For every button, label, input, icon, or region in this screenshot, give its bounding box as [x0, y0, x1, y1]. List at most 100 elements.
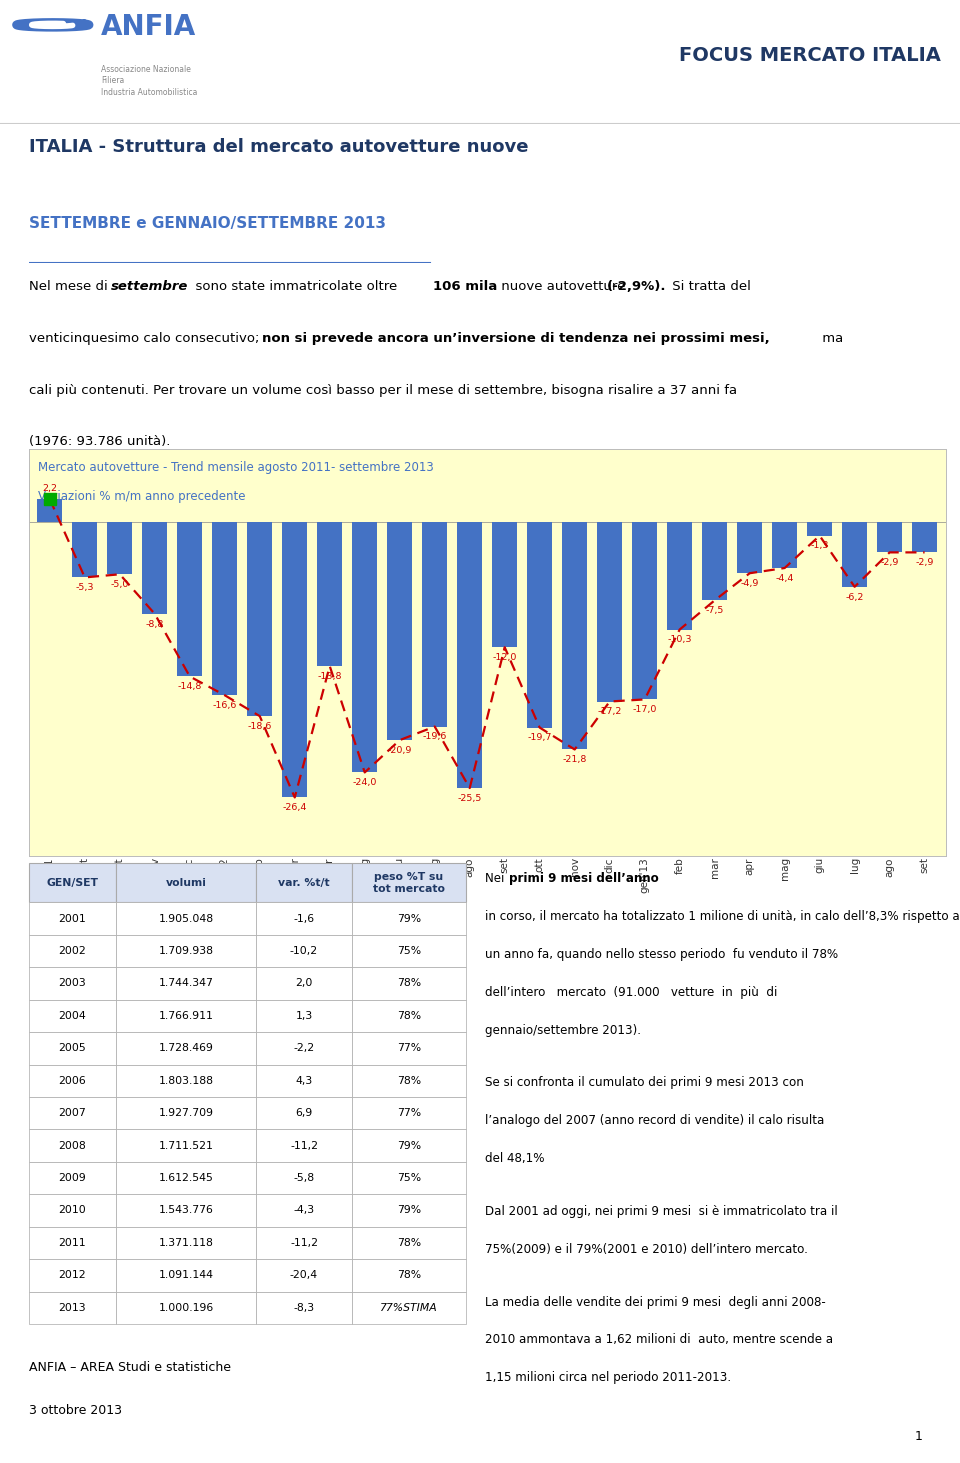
Text: del 48,1%: del 48,1% — [485, 1151, 544, 1165]
Text: Variazioni % m/m anno precedente: Variazioni % m/m anno precedente — [38, 490, 246, 503]
Text: 2,2: 2,2 — [42, 484, 58, 493]
Bar — [842, 522, 867, 587]
Text: 79%: 79% — [396, 1141, 420, 1150]
Bar — [807, 522, 832, 535]
Bar — [116, 1097, 256, 1129]
Text: 1.927.709: 1.927.709 — [158, 1107, 213, 1118]
Bar — [29, 935, 116, 967]
Text: 75%: 75% — [396, 1173, 420, 1184]
Text: ma: ma — [818, 332, 844, 345]
Text: 4,3: 4,3 — [296, 1075, 313, 1086]
Bar — [422, 522, 447, 727]
Text: -7,5: -7,5 — [706, 606, 724, 614]
Bar — [116, 1226, 256, 1260]
Text: Nei: Nei — [485, 872, 508, 885]
Text: 1.728.469: 1.728.469 — [158, 1043, 213, 1053]
Text: 77%STIMA: 77%STIMA — [380, 1302, 438, 1312]
Text: cali più contenuti. Per trovare un volume così basso per il mese di settembre, b: cali più contenuti. Per trovare un volum… — [29, 383, 737, 396]
Text: 1.612.545: 1.612.545 — [158, 1173, 213, 1184]
Text: 2007: 2007 — [59, 1107, 86, 1118]
Text: nuove autovetture: nuove autovetture — [497, 279, 630, 293]
Bar — [772, 522, 797, 568]
Bar — [352, 1292, 466, 1324]
Bar — [352, 1226, 466, 1260]
Text: 1,15 milioni circa nel periodo 2011-2013.: 1,15 milioni circa nel periodo 2011-2013… — [485, 1371, 731, 1384]
Text: -10,2: -10,2 — [290, 947, 318, 955]
Text: 1.711.521: 1.711.521 — [158, 1141, 213, 1150]
Text: 2002: 2002 — [59, 947, 86, 955]
Text: -5,8: -5,8 — [294, 1173, 315, 1184]
Text: var. %t/t: var. %t/t — [278, 878, 330, 888]
Text: in corso, il mercato ha totalizzato 1 milione di unità, in calo dell’8,3% rispet: in corso, il mercato ha totalizzato 1 mi… — [485, 910, 960, 923]
Text: dell’intero   mercato  (91.000   vetture  in  più  di: dell’intero mercato (91.000 vetture in p… — [485, 986, 778, 999]
Bar — [352, 903, 466, 935]
Text: -19,6: -19,6 — [422, 733, 447, 742]
Bar — [256, 1260, 352, 1292]
Bar — [178, 522, 203, 676]
Bar — [256, 1194, 352, 1226]
Text: -12,0: -12,0 — [492, 652, 516, 663]
Bar — [352, 967, 466, 999]
Bar — [667, 522, 692, 629]
Text: 106 mila: 106 mila — [433, 279, 497, 293]
Text: -6,2: -6,2 — [846, 593, 864, 601]
Bar — [256, 1129, 352, 1162]
Text: Nel mese di: Nel mese di — [29, 279, 111, 293]
Text: -17,0: -17,0 — [633, 705, 657, 714]
Text: -13,8: -13,8 — [318, 672, 342, 680]
Text: -2,9: -2,9 — [880, 557, 899, 568]
Bar — [29, 967, 116, 999]
Bar — [387, 522, 412, 740]
Text: 2005: 2005 — [59, 1043, 86, 1053]
Bar — [116, 935, 256, 967]
Bar — [116, 863, 256, 903]
Text: Mercato autovetture - Trend mensile agosto 2011- settembre 2013: Mercato autovetture - Trend mensile agos… — [38, 461, 434, 474]
Bar — [527, 522, 552, 727]
Bar — [352, 1031, 466, 1065]
Bar — [116, 999, 256, 1031]
Text: -5,3: -5,3 — [76, 584, 94, 593]
Bar — [352, 1194, 466, 1226]
Text: 78%: 78% — [396, 1075, 420, 1086]
Bar — [256, 1226, 352, 1260]
Text: 78%: 78% — [396, 1238, 420, 1248]
Text: ANFIA – AREA Studi e statistiche: ANFIA – AREA Studi e statistiche — [29, 1361, 230, 1374]
Text: 2003: 2003 — [59, 979, 86, 989]
Bar — [256, 999, 352, 1031]
Text: 1.744.347: 1.744.347 — [158, 979, 213, 989]
Text: -26,4: -26,4 — [282, 803, 307, 812]
Bar — [256, 1065, 352, 1097]
Text: -2,9: -2,9 — [916, 557, 934, 568]
Text: 75%: 75% — [396, 947, 420, 955]
Text: -18,6: -18,6 — [248, 721, 272, 732]
Bar — [256, 1292, 352, 1324]
Bar — [29, 999, 116, 1031]
Text: -1,6: -1,6 — [294, 913, 315, 923]
Bar — [29, 1031, 116, 1065]
Text: 2013: 2013 — [59, 1302, 86, 1312]
Bar — [597, 522, 622, 702]
Text: 79%: 79% — [396, 913, 420, 923]
Text: Se si confronta il cumulato dei primi 9 mesi 2013 con: Se si confronta il cumulato dei primi 9 … — [485, 1077, 804, 1090]
Bar — [352, 1162, 466, 1194]
Bar — [29, 1260, 116, 1292]
Text: (1976: 93.786 unità).: (1976: 93.786 unità). — [29, 436, 170, 449]
Text: 75%(2009) e il 79%(2001 e 2010) dell’intero mercato.: 75%(2009) e il 79%(2001 e 2010) dell’int… — [485, 1242, 807, 1255]
Text: -2,2: -2,2 — [294, 1043, 315, 1053]
Text: 2001: 2001 — [59, 913, 86, 923]
Bar — [317, 522, 343, 666]
Bar — [256, 863, 352, 903]
Text: 1.091.144: 1.091.144 — [158, 1270, 213, 1280]
Bar — [29, 1194, 116, 1226]
Text: 3 ottobre 2013: 3 ottobre 2013 — [29, 1404, 122, 1416]
Text: 77%: 77% — [396, 1107, 420, 1118]
Text: -4,4: -4,4 — [776, 573, 794, 582]
Bar — [29, 1129, 116, 1162]
Bar — [737, 522, 762, 573]
Bar — [352, 1260, 466, 1292]
Bar — [352, 522, 377, 772]
Text: -25,5: -25,5 — [458, 794, 482, 803]
Text: 1.766.911: 1.766.911 — [158, 1011, 213, 1021]
Bar — [247, 522, 273, 715]
Text: 1,3: 1,3 — [296, 1011, 313, 1021]
